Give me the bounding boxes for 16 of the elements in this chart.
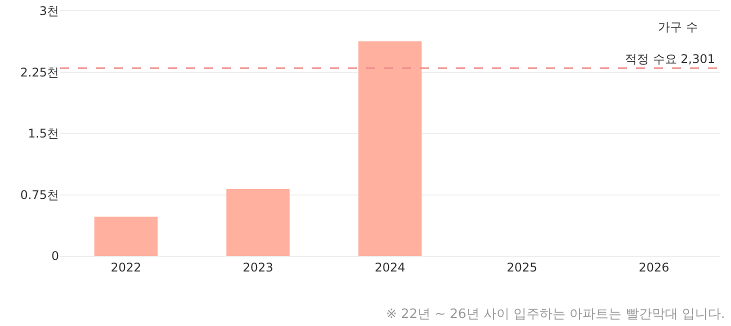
y-tick-label: 3천: [39, 4, 59, 18]
y-tick-label: 1.5천: [28, 126, 59, 141]
y-axis-title: 가구 수: [658, 20, 698, 34]
x-tick-label: 2023: [242, 260, 274, 274]
y-tick-label: 0: [51, 249, 59, 264]
x-tick-label: 2022: [110, 260, 142, 274]
bar: [94, 216, 158, 256]
bar: [358, 41, 422, 256]
y-tick-label: 2.25천: [20, 65, 59, 80]
x-tick-label: 2025: [506, 260, 538, 274]
bar: [226, 189, 290, 256]
ref-line-label: 적정 수요 2,301: [625, 52, 715, 66]
x-tick-label: 2024: [374, 260, 406, 274]
text: ※ 22년 ~ 26년 사이 입주하는 아파트는 빨간막대 입니다.: [386, 307, 726, 322]
y-tick-label: 0.75천: [20, 188, 59, 202]
x-tick-label: 2026: [638, 260, 670, 274]
